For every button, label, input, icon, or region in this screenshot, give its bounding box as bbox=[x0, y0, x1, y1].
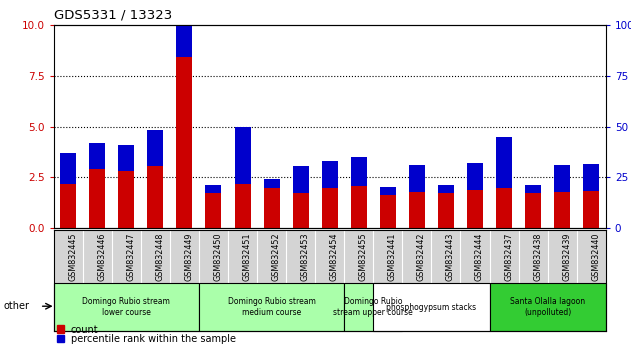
Bar bbox=[322, 161, 338, 188]
Bar bbox=[496, 137, 512, 188]
Text: GSM832449: GSM832449 bbox=[184, 233, 193, 281]
Text: GSM832450: GSM832450 bbox=[213, 233, 223, 281]
Text: other: other bbox=[3, 301, 29, 311]
Text: GDS5331 / 13323: GDS5331 / 13323 bbox=[54, 9, 172, 22]
Text: Domingo Rubio stream
medium course: Domingo Rubio stream medium course bbox=[228, 297, 316, 317]
Text: GSM832454: GSM832454 bbox=[329, 233, 339, 281]
Bar bbox=[438, 193, 454, 228]
Bar bbox=[60, 183, 76, 228]
Bar bbox=[496, 188, 512, 228]
Text: GSM832437: GSM832437 bbox=[504, 233, 513, 281]
Bar bbox=[89, 143, 105, 169]
Bar bbox=[235, 127, 251, 183]
Text: GSM832443: GSM832443 bbox=[446, 233, 455, 281]
Text: GSM832455: GSM832455 bbox=[359, 233, 368, 281]
Bar bbox=[199, 283, 345, 331]
Bar bbox=[409, 192, 425, 228]
Bar bbox=[351, 185, 367, 228]
Bar bbox=[57, 325, 64, 333]
Bar bbox=[118, 171, 134, 228]
Bar bbox=[148, 166, 163, 228]
Bar bbox=[54, 283, 199, 331]
Text: GSM832448: GSM832448 bbox=[155, 233, 164, 281]
Bar bbox=[583, 164, 599, 191]
Bar bbox=[206, 193, 221, 228]
Bar bbox=[89, 169, 105, 228]
Text: Domingo Rubio
stream upper course: Domingo Rubio stream upper course bbox=[333, 297, 413, 317]
Text: GSM832453: GSM832453 bbox=[300, 233, 310, 281]
Bar bbox=[264, 179, 280, 188]
Text: GSM832441: GSM832441 bbox=[388, 233, 397, 281]
Bar bbox=[467, 163, 483, 190]
Bar bbox=[554, 165, 570, 192]
Bar bbox=[409, 165, 425, 192]
Bar bbox=[490, 283, 606, 331]
Bar bbox=[293, 193, 309, 228]
Text: Santa Olalla lagoon
(unpolluted): Santa Olalla lagoon (unpolluted) bbox=[510, 297, 585, 317]
Bar bbox=[235, 183, 251, 228]
Text: GSM832446: GSM832446 bbox=[97, 233, 106, 281]
Bar bbox=[380, 195, 396, 228]
Text: GSM832452: GSM832452 bbox=[271, 233, 281, 281]
Text: GSM832440: GSM832440 bbox=[591, 233, 600, 281]
Bar bbox=[525, 184, 541, 193]
Bar bbox=[351, 157, 367, 185]
Bar bbox=[293, 166, 309, 193]
Text: phosphogypsum stacks: phosphogypsum stacks bbox=[386, 303, 476, 312]
Bar bbox=[148, 130, 163, 166]
Bar bbox=[345, 283, 403, 331]
Bar bbox=[438, 184, 454, 193]
Bar bbox=[525, 193, 541, 228]
Text: GSM832444: GSM832444 bbox=[475, 233, 484, 281]
Bar bbox=[177, 57, 192, 228]
Bar bbox=[322, 188, 338, 228]
Text: GSM832445: GSM832445 bbox=[68, 233, 77, 281]
Text: Domingo Rubio stream
lower course: Domingo Rubio stream lower course bbox=[83, 297, 170, 317]
Bar bbox=[467, 190, 483, 228]
Bar bbox=[380, 187, 396, 195]
Text: GSM832439: GSM832439 bbox=[562, 233, 571, 281]
Bar bbox=[60, 153, 76, 183]
Bar bbox=[206, 184, 221, 193]
Bar bbox=[554, 192, 570, 228]
Text: GSM832442: GSM832442 bbox=[417, 233, 426, 281]
Bar bbox=[264, 188, 280, 228]
Bar bbox=[583, 191, 599, 228]
Bar bbox=[177, 0, 192, 57]
Bar bbox=[57, 335, 64, 342]
Bar bbox=[118, 145, 134, 171]
Bar bbox=[374, 283, 490, 331]
Text: GSM832451: GSM832451 bbox=[242, 233, 252, 281]
Text: GSM832447: GSM832447 bbox=[126, 233, 135, 281]
Text: GSM832438: GSM832438 bbox=[533, 233, 542, 281]
Text: count: count bbox=[71, 325, 98, 335]
Text: percentile rank within the sample: percentile rank within the sample bbox=[71, 334, 235, 344]
